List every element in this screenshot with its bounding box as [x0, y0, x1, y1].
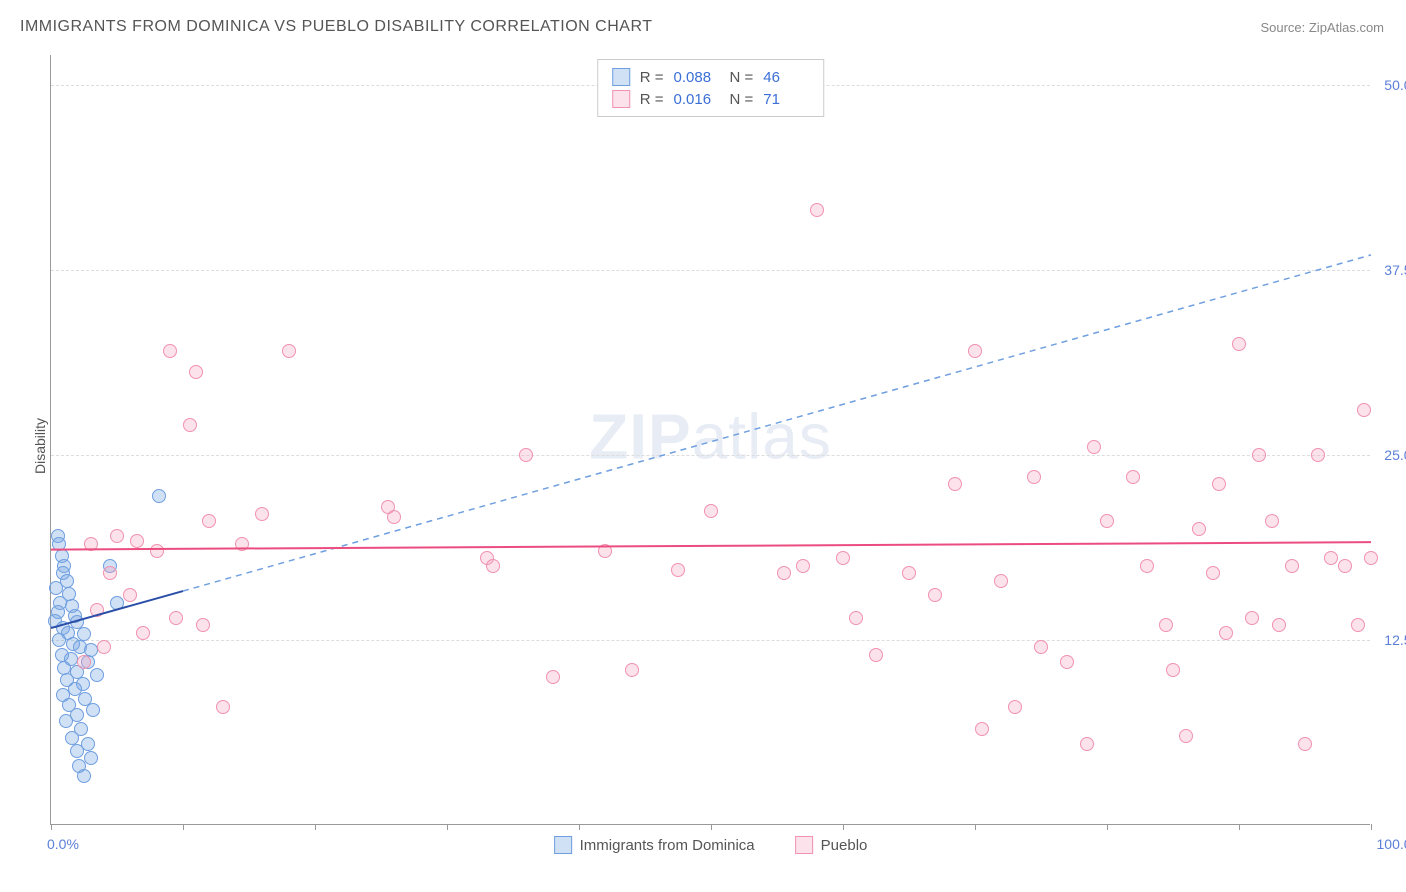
stats-row-0: R = 0.088 N = 46: [612, 66, 810, 88]
chart-title: IMMIGRANTS FROM DOMINICA VS PUEBLO DISAB…: [20, 18, 652, 36]
stat-r-label: R =: [640, 69, 664, 86]
legend-item-0: Immigrants from Dominica: [554, 836, 755, 854]
x-min-label: 0.0%: [47, 836, 79, 852]
legend-swatch-1: [795, 836, 813, 854]
swatch-series-0: [612, 68, 630, 86]
stat-r-val-0: 0.088: [674, 69, 720, 86]
stat-n-label: N =: [730, 91, 754, 108]
legend-swatch-0: [554, 836, 572, 854]
stat-r-val-1: 0.016: [674, 91, 720, 108]
y-tick-label: 37.5%: [1384, 262, 1406, 278]
stat-n-val-0: 46: [763, 69, 809, 86]
y-axis-label: Disability: [32, 418, 48, 474]
legend-label-0: Immigrants from Dominica: [580, 837, 755, 854]
plot-area: ZIPatlas 12.5%25.0%37.5%50.0% R = 0.088 …: [50, 55, 1370, 825]
y-tick-label: 12.5%: [1384, 632, 1406, 648]
source-attribution: Source: ZipAtlas.com: [1260, 20, 1384, 35]
swatch-series-1: [612, 90, 630, 108]
y-tick-label: 50.0%: [1384, 77, 1406, 93]
stat-n-label: N =: [730, 69, 754, 86]
legend-item-1: Pueblo: [795, 836, 868, 854]
stats-legend-box: R = 0.088 N = 46 R = 0.016 N = 71: [597, 59, 825, 117]
y-tick-label: 25.0%: [1384, 447, 1406, 463]
stat-r-label: R =: [640, 91, 664, 108]
stat-n-val-1: 71: [763, 91, 809, 108]
x-max-label: 100.0%: [1377, 836, 1406, 852]
legend-label-1: Pueblo: [821, 837, 868, 854]
stats-row-1: R = 0.016 N = 71: [612, 88, 810, 110]
trend-lines: [51, 55, 1370, 824]
bottom-legend: Immigrants from Dominica Pueblo: [554, 836, 868, 854]
